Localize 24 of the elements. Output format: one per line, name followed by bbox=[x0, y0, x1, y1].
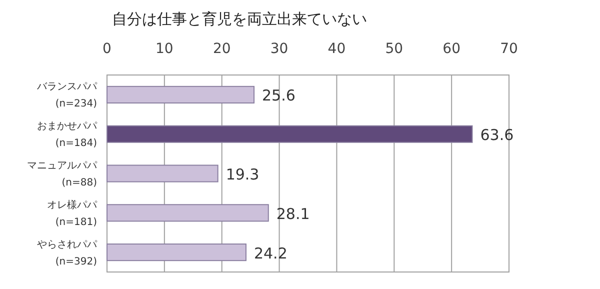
x-tick-label: 40 bbox=[328, 41, 346, 57]
x-tick-label: 50 bbox=[385, 41, 404, 57]
x-tick-label: 20 bbox=[212, 41, 231, 57]
y-tick-label: おまかせパパ (n=184) bbox=[37, 121, 98, 150]
data-label: 63.6 bbox=[480, 126, 514, 144]
data-label: 25.6 bbox=[262, 86, 296, 105]
y-tick-label: マニュアルパパ (n=88) bbox=[27, 160, 98, 188]
bar bbox=[106, 164, 218, 182]
data-label: 28.1 bbox=[276, 204, 310, 223]
bar bbox=[106, 86, 255, 104]
x-tick-label: 60 bbox=[442, 41, 460, 57]
y-tick-label: やらされパパ (n=392) bbox=[37, 239, 98, 268]
x-tick-label: 0 bbox=[102, 41, 112, 57]
y-tick-label: オレ様パパ (n=181) bbox=[47, 198, 98, 228]
x-tick-label: 30 bbox=[270, 41, 288, 57]
bar bbox=[106, 204, 269, 222]
x-tick-label: 10 bbox=[156, 41, 174, 57]
chart-title: 自分は仕事と育児を両立出来ていない bbox=[112, 10, 367, 28]
bar bbox=[106, 244, 246, 262]
data-label: 24.2 bbox=[254, 244, 288, 262]
y-tick-label: バランスパパ (n=234) bbox=[36, 82, 98, 110]
data-label: 19.3 bbox=[226, 166, 260, 184]
bar bbox=[106, 125, 473, 143]
x-tick-label: 70 bbox=[500, 41, 518, 57]
